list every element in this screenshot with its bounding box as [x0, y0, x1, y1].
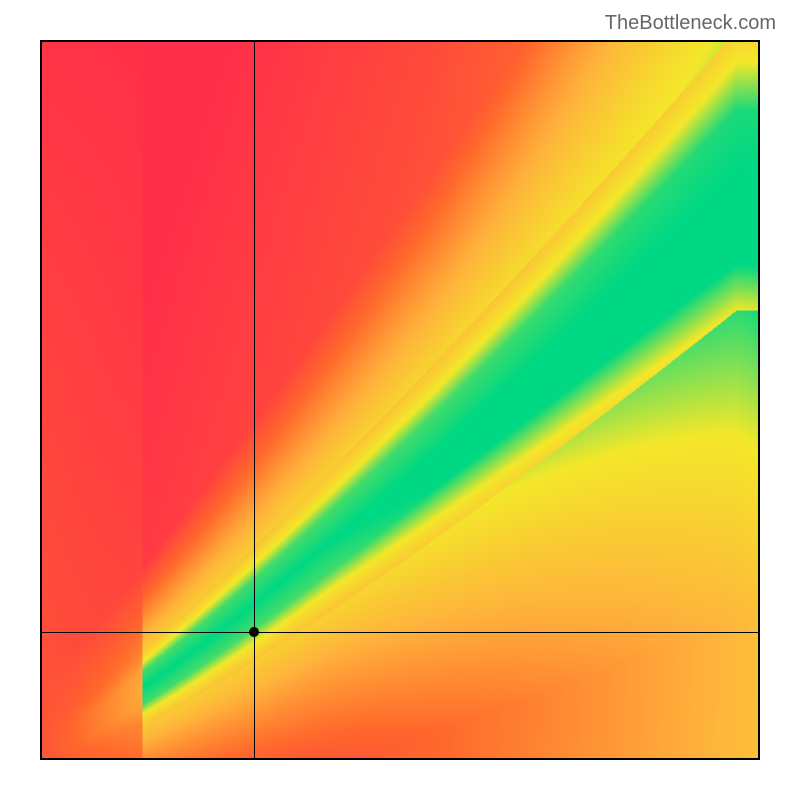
crosshair-vertical — [254, 42, 255, 758]
watermark-text: TheBottleneck.com — [605, 12, 776, 35]
crosshair-horizontal — [42, 632, 758, 633]
bottleneck-heatmap — [40, 40, 760, 760]
crosshair-marker — [249, 627, 259, 637]
heatmap-canvas — [42, 42, 758, 758]
